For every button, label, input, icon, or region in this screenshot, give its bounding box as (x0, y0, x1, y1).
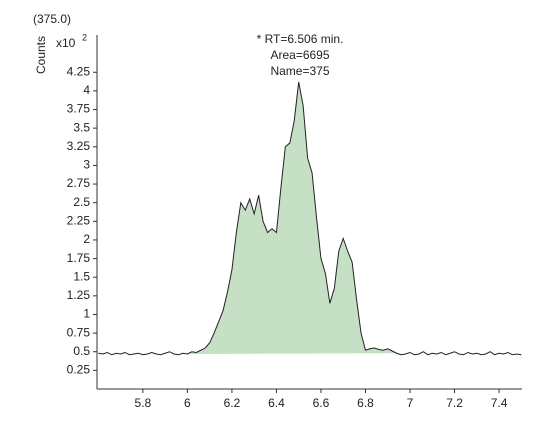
y-tick-label: 1.5 (73, 269, 90, 283)
y-tick-label: 4 (83, 83, 90, 97)
y-tick-label: 0.75 (67, 325, 91, 339)
y-tick-label: 1 (83, 307, 90, 321)
y-tick-label: 1.75 (67, 251, 91, 265)
y-tick-label: 3 (83, 158, 90, 172)
trace (98, 81, 522, 356)
y-tick-label: 0.25 (67, 363, 91, 377)
x-tick-label: 6.4 (268, 396, 285, 410)
x-tick-label: 6.2 (224, 396, 241, 410)
y-tick-label: 1.25 (67, 288, 91, 302)
annotation: Area=6695 (270, 48, 329, 62)
x-tick-label: 7.4 (491, 396, 508, 410)
peak-area (187, 81, 397, 354)
y-tick-label: 3.25 (67, 139, 91, 153)
y-tick-label: 3.75 (67, 102, 91, 116)
y-tick-label: 0.5 (73, 344, 90, 358)
y-tick-label: 2 (83, 232, 90, 246)
y-tick-label: 2.5 (73, 195, 90, 209)
annotation: * RT=6.506 min. (257, 32, 344, 46)
x-tick-label: 6.8 (357, 396, 374, 410)
x-tick-label: 6 (184, 396, 191, 410)
y-multiplier: x10 (56, 36, 76, 50)
x-tick-label: 7.2 (446, 396, 463, 410)
x-tick-label: 6.6 (313, 396, 330, 410)
y-tick-label: 4.25 (67, 64, 91, 78)
x-tick-label: 5.8 (135, 396, 152, 410)
annotation: Name=375 (270, 64, 329, 78)
y-tick-label: 3.5 (73, 120, 90, 134)
y-tick-label: 2.75 (67, 176, 91, 190)
y-exponent: 2 (82, 32, 87, 42)
y-label: Counts (34, 36, 48, 74)
header: (375.0) (33, 12, 71, 26)
y-tick-label: 2.25 (67, 213, 91, 227)
x-tick-label: 7 (407, 396, 414, 410)
